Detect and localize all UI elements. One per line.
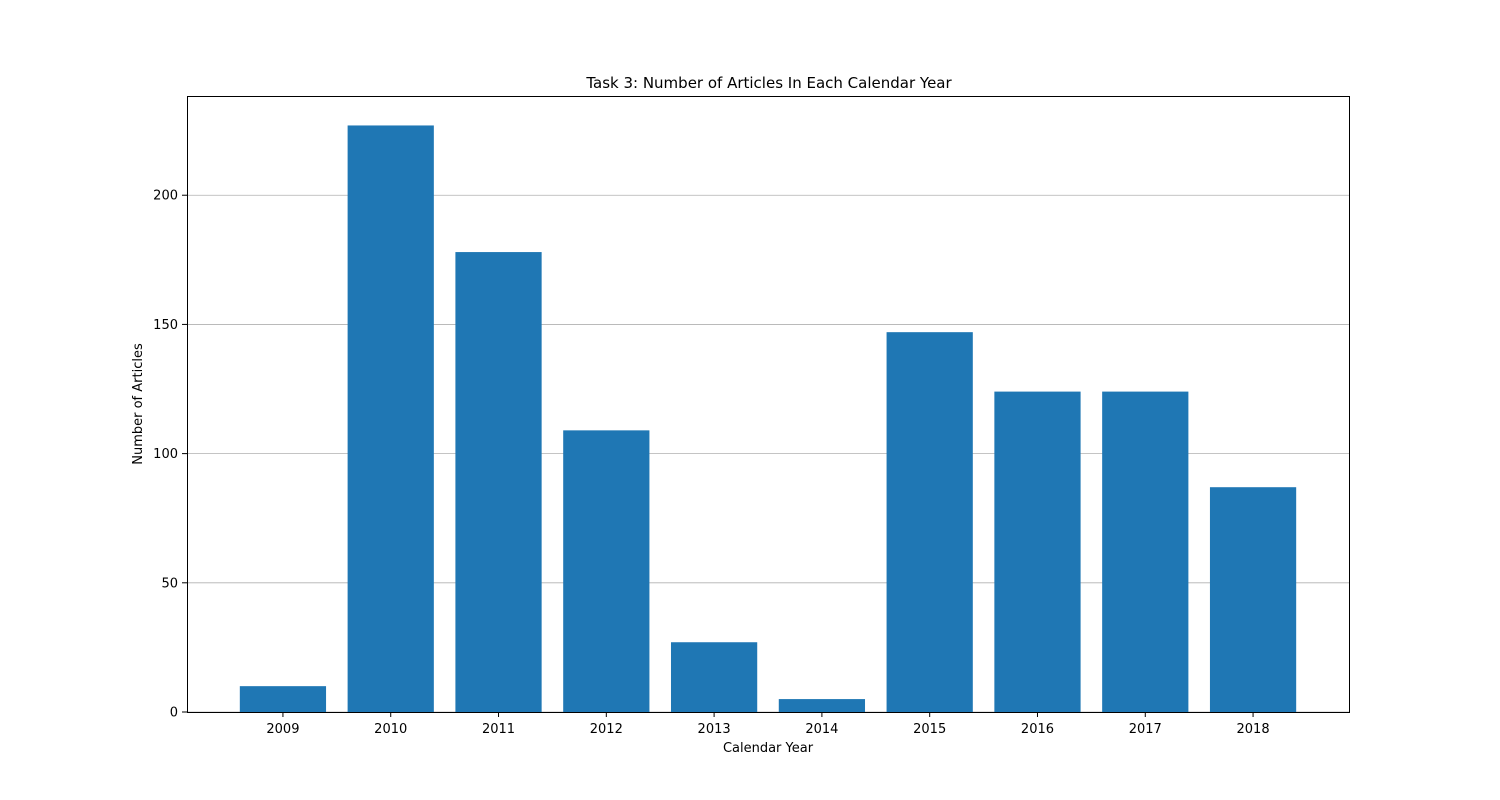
y-axis-ticks: 0 50 100 150 200 — [153, 189, 187, 721]
y-axis-label: Number of Articles — [131, 343, 146, 465]
x-tick-label-2017: 2017 — [1129, 722, 1162, 737]
bar-2017 — [1102, 391, 1189, 712]
x-tick-label-2009: 2009 — [266, 722, 299, 737]
bar-2009 — [239, 686, 327, 712]
bar-2013 — [670, 642, 758, 712]
x-tick-label-2014: 2014 — [805, 722, 838, 737]
y-tick-label-100: 100 — [153, 447, 178, 462]
x-tick-label-2010: 2010 — [374, 722, 407, 737]
bar-2012 — [563, 430, 650, 712]
x-axis-ticks: 2009 2010 2011 2012 2013 2014 2015 2016 2017 2018 — [266, 712, 1270, 737]
bar-2011 — [455, 252, 542, 712]
x-axis-label: Calendar Year — [723, 741, 814, 756]
bars — [239, 125, 1297, 713]
bar-2016 — [994, 391, 1081, 712]
y-tick-label-150: 150 — [153, 318, 178, 333]
x-tick-label-2013: 2013 — [698, 722, 731, 737]
bar-2014 — [778, 699, 866, 712]
y-tick-label-200: 200 — [153, 189, 178, 204]
x-tick-label-2015: 2015 — [913, 722, 946, 737]
x-tick-label-2011: 2011 — [482, 722, 515, 737]
x-tick-label-2016: 2016 — [1021, 722, 1054, 737]
plot-frame — [187, 96, 1350, 713]
x-tick-label-2018: 2018 — [1237, 722, 1270, 737]
bar-2015 — [886, 332, 973, 712]
bar-2010 — [347, 125, 434, 713]
bar-2018 — [1209, 487, 1297, 712]
y-tick-label-0: 0 — [170, 706, 178, 721]
x-tick-label-2012: 2012 — [590, 722, 623, 737]
y-tick-label-50: 50 — [161, 576, 178, 591]
chart-title: Task 3: Number of Articles In Each Calen… — [585, 74, 952, 92]
